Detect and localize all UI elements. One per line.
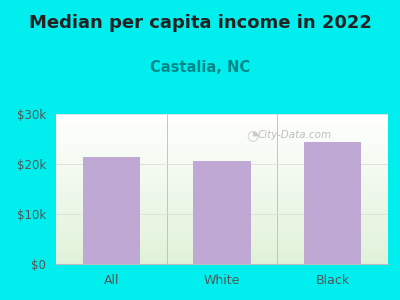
- Text: ◔: ◔: [246, 128, 258, 142]
- Bar: [304, 142, 362, 264]
- Text: Median per capita income in 2022: Median per capita income in 2022: [28, 14, 372, 32]
- Text: City-Data.com: City-Data.com: [258, 130, 332, 140]
- Bar: [193, 160, 251, 264]
- Text: Castalia, NC: Castalia, NC: [150, 60, 250, 75]
- Bar: [82, 157, 140, 264]
